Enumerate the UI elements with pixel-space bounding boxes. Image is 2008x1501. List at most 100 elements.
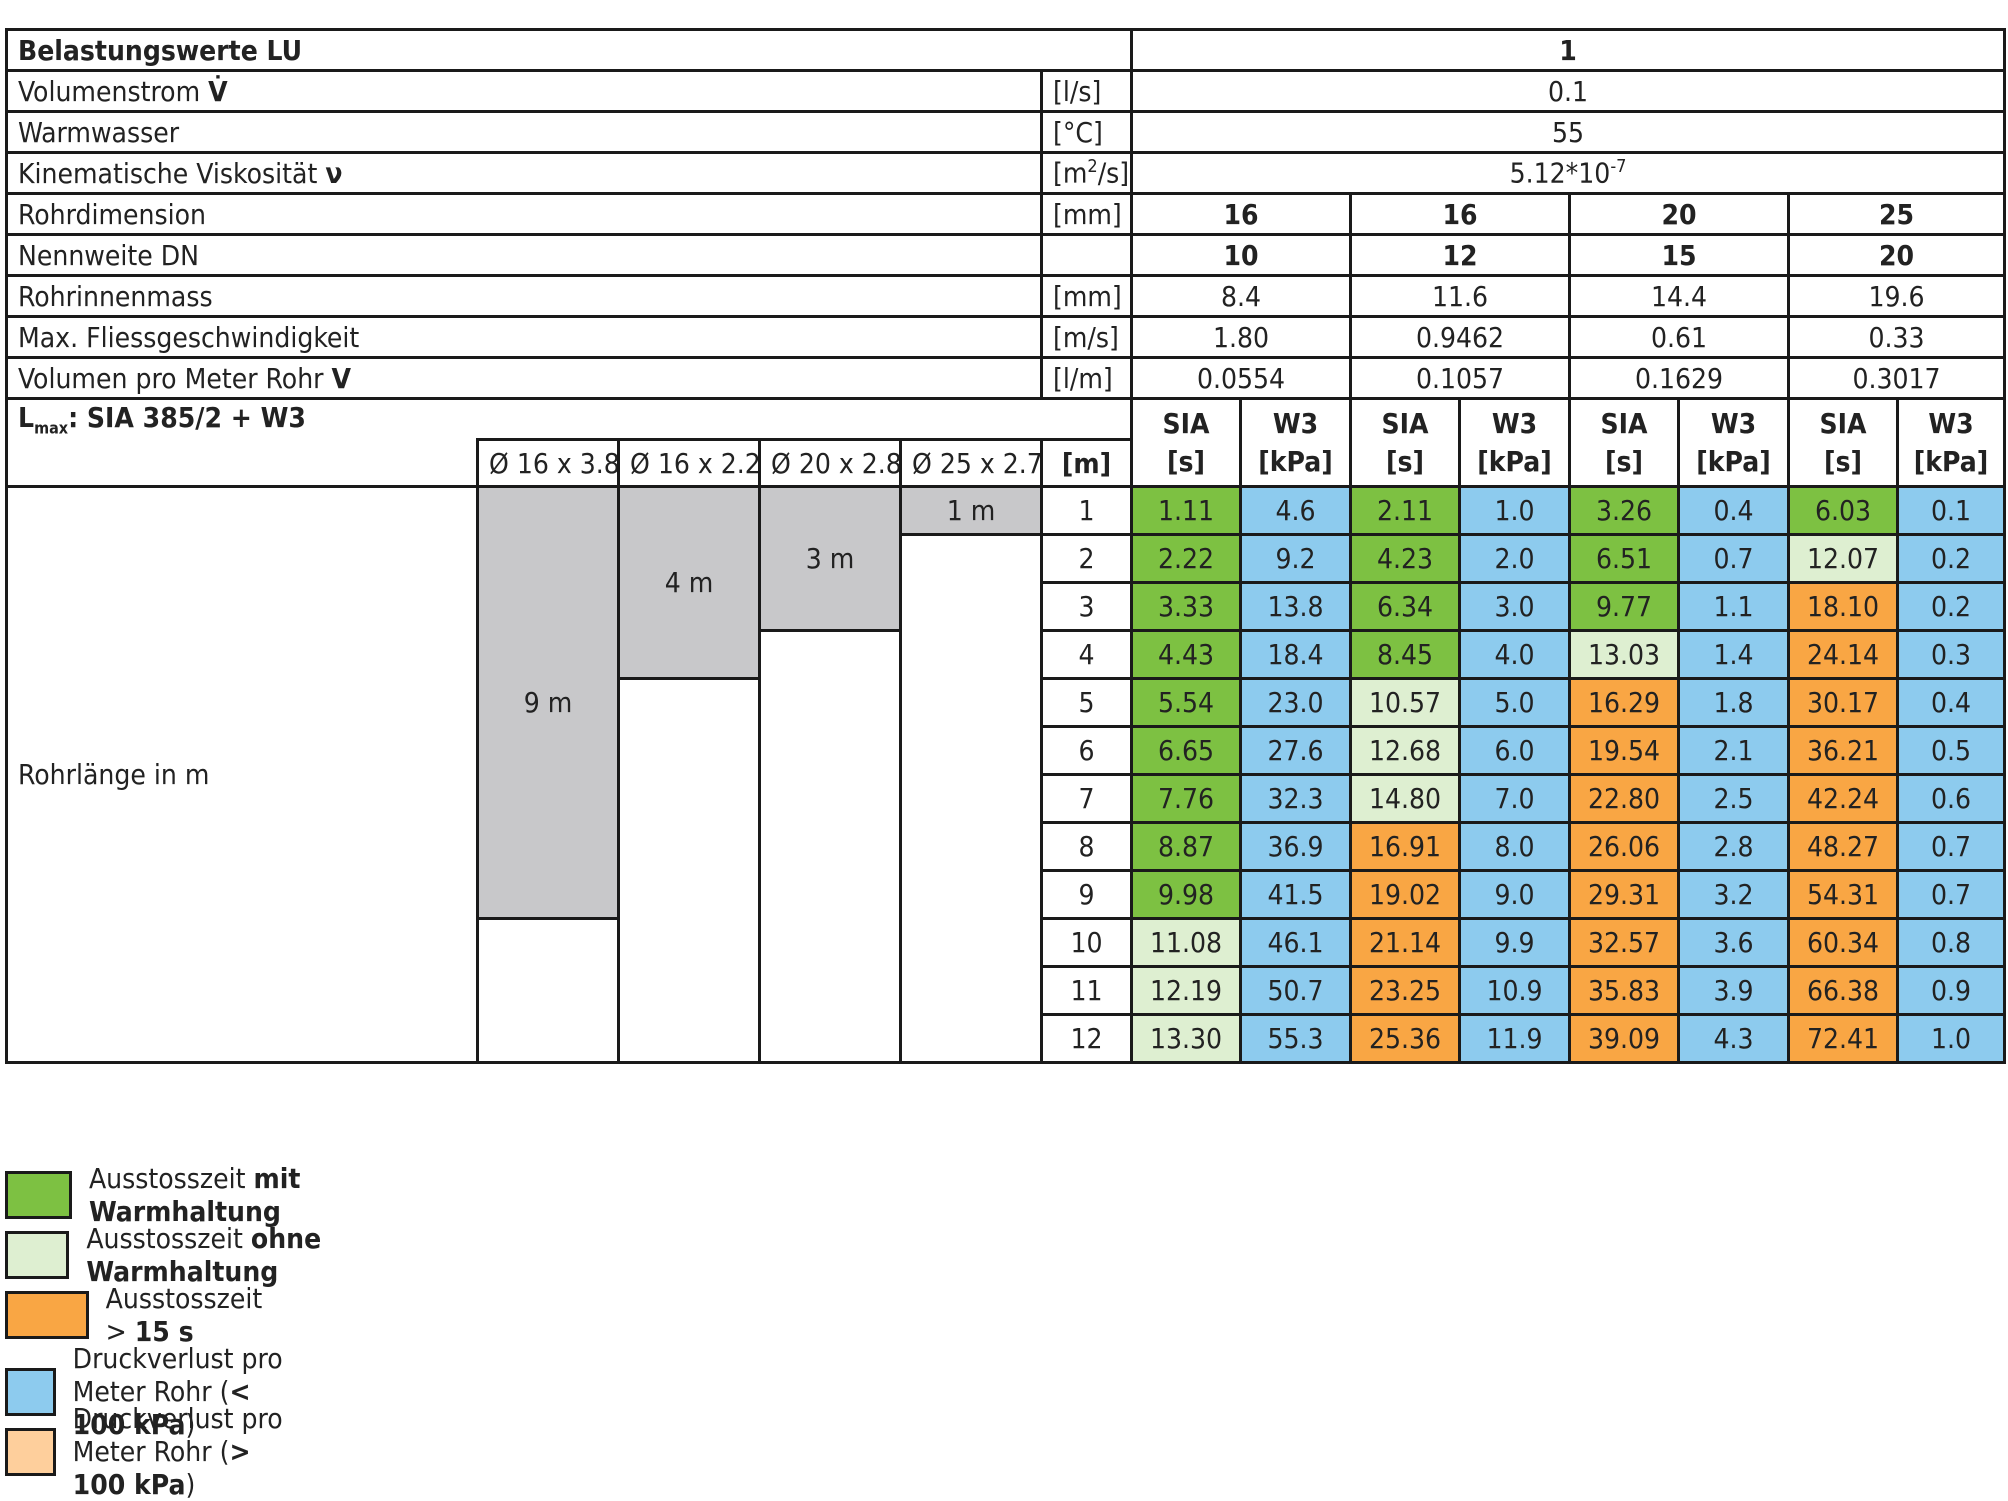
sia-cell: 6.51 [1568, 533, 1681, 584]
w3-cell: 0.8 [1896, 917, 2007, 968]
param-label: Kinematische Viskosität ν [5, 151, 1043, 195]
load-values-table: Belastungswerte LU 1 Volumenstrom V̇ [l/… [4, 28, 2007, 1064]
pipe-size-header: Ø 25 x 2.7 [899, 438, 1043, 488]
meter-cell: 7 [1039, 773, 1134, 824]
lmax-label: Lmax: SIA 385/2 + W3 [4, 397, 1134, 440]
legend-label: Druckverlust pro Meter Rohr (> 100 kPa) [72, 1402, 283, 1501]
lmax-blank [5, 439, 479, 488]
legend-item: Druckverlust pro Meter Rohr (< 100 kPa) [5, 1342, 295, 1441]
w3-cell: 18.4 [1239, 629, 1353, 680]
pipe-value: 10 [1130, 233, 1353, 277]
w3-cell: 9.9 [1458, 917, 1572, 968]
w3-header: W3 [kPa] [1677, 397, 1791, 488]
param-value: 55 [1130, 110, 2007, 154]
sia-cell: 13.30 [1130, 1013, 1243, 1064]
legend-label: Ausstosszeit mit Warmhaltung [88, 1162, 301, 1228]
pipe-value: 19.6 [1787, 274, 2007, 318]
w3-cell: 0.4 [1677, 485, 1791, 536]
sia-cell: 29.31 [1568, 869, 1681, 920]
pipe-length-bar-label: 4 m [664, 566, 714, 599]
w3-cell: 0.6 [1896, 773, 2007, 824]
w3-cell: 4.6 [1239, 485, 1353, 536]
w3-cell: 2.0 [1458, 533, 1572, 584]
pipe-value: 25 [1787, 192, 2007, 236]
pipe-value: 20 [1787, 233, 2007, 277]
meter-unit-header: [m] [1039, 438, 1134, 488]
pipe-value: 8.4 [1130, 274, 1353, 318]
meter-cell: 1 [1039, 485, 1134, 536]
pipe-row-label: Nennweite DN [5, 233, 1043, 277]
w3-cell: 2.1 [1677, 725, 1791, 776]
w3-cell: 1.0 [1458, 485, 1572, 536]
w3-cell: 10.9 [1458, 965, 1572, 1016]
legend-label: Druckverlust pro Meter Rohr (< 100 kPa) [72, 1342, 283, 1441]
sia-header: SIA [s] [1130, 397, 1243, 488]
sia-cell: 24.14 [1787, 629, 1900, 680]
param-unit: [°C] [1039, 110, 1134, 154]
w3-cell: 8.0 [1458, 821, 1572, 872]
meter-cell: 2 [1039, 533, 1134, 584]
sia-cell: 12.68 [1349, 725, 1462, 776]
sia-cell: 60.34 [1787, 917, 1900, 968]
meter-cell: 3 [1039, 581, 1134, 632]
meter-cell: 4 [1039, 629, 1134, 680]
pipe-value: 16 [1130, 192, 1353, 236]
meter-cell: 11 [1039, 965, 1134, 1016]
pipe-length-bar-label: 9 m [523, 686, 573, 719]
param-unit: [l/s] [1039, 69, 1134, 113]
pipe-value: 0.9462 [1349, 315, 1572, 359]
pipe-length-column [620, 489, 761, 1060]
w3-cell: 1.0 [1896, 1013, 2007, 1064]
w3-cell: 0.7 [1677, 533, 1791, 584]
sia-cell: 19.54 [1568, 725, 1681, 776]
sia-cell: 1.11 [1130, 485, 1243, 536]
pipe-row-unit: [l/m] [1039, 356, 1134, 400]
w3-header: W3 [kPa] [1458, 397, 1572, 488]
pipe-value: 14.4 [1568, 274, 1791, 318]
w3-cell: 27.6 [1239, 725, 1353, 776]
pipe-length-column [902, 490, 1039, 1060]
sia-cell: 4.43 [1130, 629, 1243, 680]
load-value: 1 [1130, 28, 2007, 72]
w3-cell: 0.3 [1896, 629, 2007, 680]
sia-cell: 12.07 [1787, 533, 1900, 584]
pipe-size-header: Ø 16 x 2.2 [617, 438, 761, 488]
pipe-value: 0.0554 [1130, 356, 1353, 400]
sia-cell: 13.03 [1568, 629, 1681, 680]
sia-cell: 23.25 [1349, 965, 1462, 1016]
w3-cell: 1.8 [1677, 677, 1791, 728]
pipe-value: 0.33 [1787, 315, 2007, 359]
w3-cell: 41.5 [1239, 869, 1353, 920]
pipe-length-bar: 3 m [761, 489, 899, 632]
sia-cell: 12.19 [1130, 965, 1243, 1016]
pipe-length-chart: 9 m 4 m 3 m 1 m [476, 485, 1043, 1064]
legend-item: Ausstosszeit ohne Warmhaltung [5, 1222, 326, 1288]
w3-cell: 13.8 [1239, 581, 1353, 632]
sia-cell: 22.80 [1568, 773, 1681, 824]
pipe-row-label: Rohrinnenmass [5, 274, 1043, 318]
meter-cell: 10 [1039, 917, 1134, 968]
w3-header: W3 [kPa] [1239, 397, 1353, 488]
legend-item: Ausstosszeit mit Warmhaltung [5, 1162, 326, 1228]
w3-cell: 3.0 [1458, 581, 1572, 632]
pipe-length-column [761, 489, 902, 1060]
sia-header: SIA [s] [1349, 397, 1462, 488]
row-label-cell: Rohrlänge in m [5, 485, 479, 1064]
legend-item: Ausstosszeit > 15 s [5, 1282, 291, 1348]
w3-cell: 46.1 [1239, 917, 1353, 968]
legend-swatch [5, 1171, 72, 1219]
w3-cell: 0.4 [1896, 677, 2007, 728]
w3-cell: 7.0 [1458, 773, 1572, 824]
sia-cell: 19.02 [1349, 869, 1462, 920]
w3-cell: 36.9 [1239, 821, 1353, 872]
pipe-row-label: Rohrdimension [5, 192, 1043, 236]
sia-cell: 14.80 [1349, 773, 1462, 824]
sia-cell: 9.77 [1568, 581, 1681, 632]
sia-cell: 2.11 [1349, 485, 1462, 536]
pipe-value: 0.1629 [1568, 356, 1791, 400]
pipe-row-label: Max. Fliessgeschwindigkeit [5, 315, 1043, 359]
w3-cell: 0.5 [1896, 725, 2007, 776]
param-value: 0.1 [1130, 69, 2007, 113]
w3-cell: 0.7 [1896, 869, 2007, 920]
sia-cell: 6.34 [1349, 581, 1462, 632]
